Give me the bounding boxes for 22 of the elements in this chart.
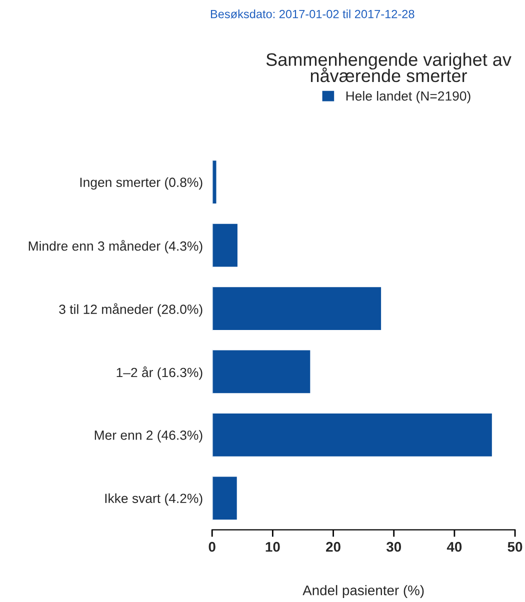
bar: [212, 412, 494, 458]
bar: [212, 348, 312, 395]
bar: [212, 286, 382, 332]
chart-title: Sammenhengende varighet av nåværende smerter: [266, 52, 512, 82]
x-tick-label: 40: [446, 542, 462, 552]
y-tick-label: Mindre enn 3 måneder (4.3%): [28, 240, 202, 254]
x-tick-label: 50: [508, 542, 522, 552]
x-tick-label: 30: [386, 542, 402, 552]
x-tick-label: 0: [208, 542, 216, 552]
y-tick-label: 1–2 år (16.3%): [116, 366, 202, 380]
text: Besøksdato: 2017-01-02 til 2017-12-28: [210, 10, 414, 18]
y-tick-label: 3 til 12 måneder (28.0%): [59, 303, 202, 317]
y-tick-label: Ingen smerter (0.8%): [80, 177, 202, 190]
y-tick-label: Mer enn 2 (46.3%): [94, 430, 202, 442]
legend-label: Hele landet (N=2190): [346, 90, 470, 104]
bar: [212, 475, 238, 521]
y-tick-label: Ikke svart (4.2%): [105, 493, 202, 506]
x-axis-title: Andel pasienter (%): [302, 585, 424, 598]
bar: [212, 222, 239, 268]
x-tick-label: 10: [266, 542, 280, 552]
bar: [212, 159, 218, 205]
x-tick-label: 20: [326, 542, 340, 552]
